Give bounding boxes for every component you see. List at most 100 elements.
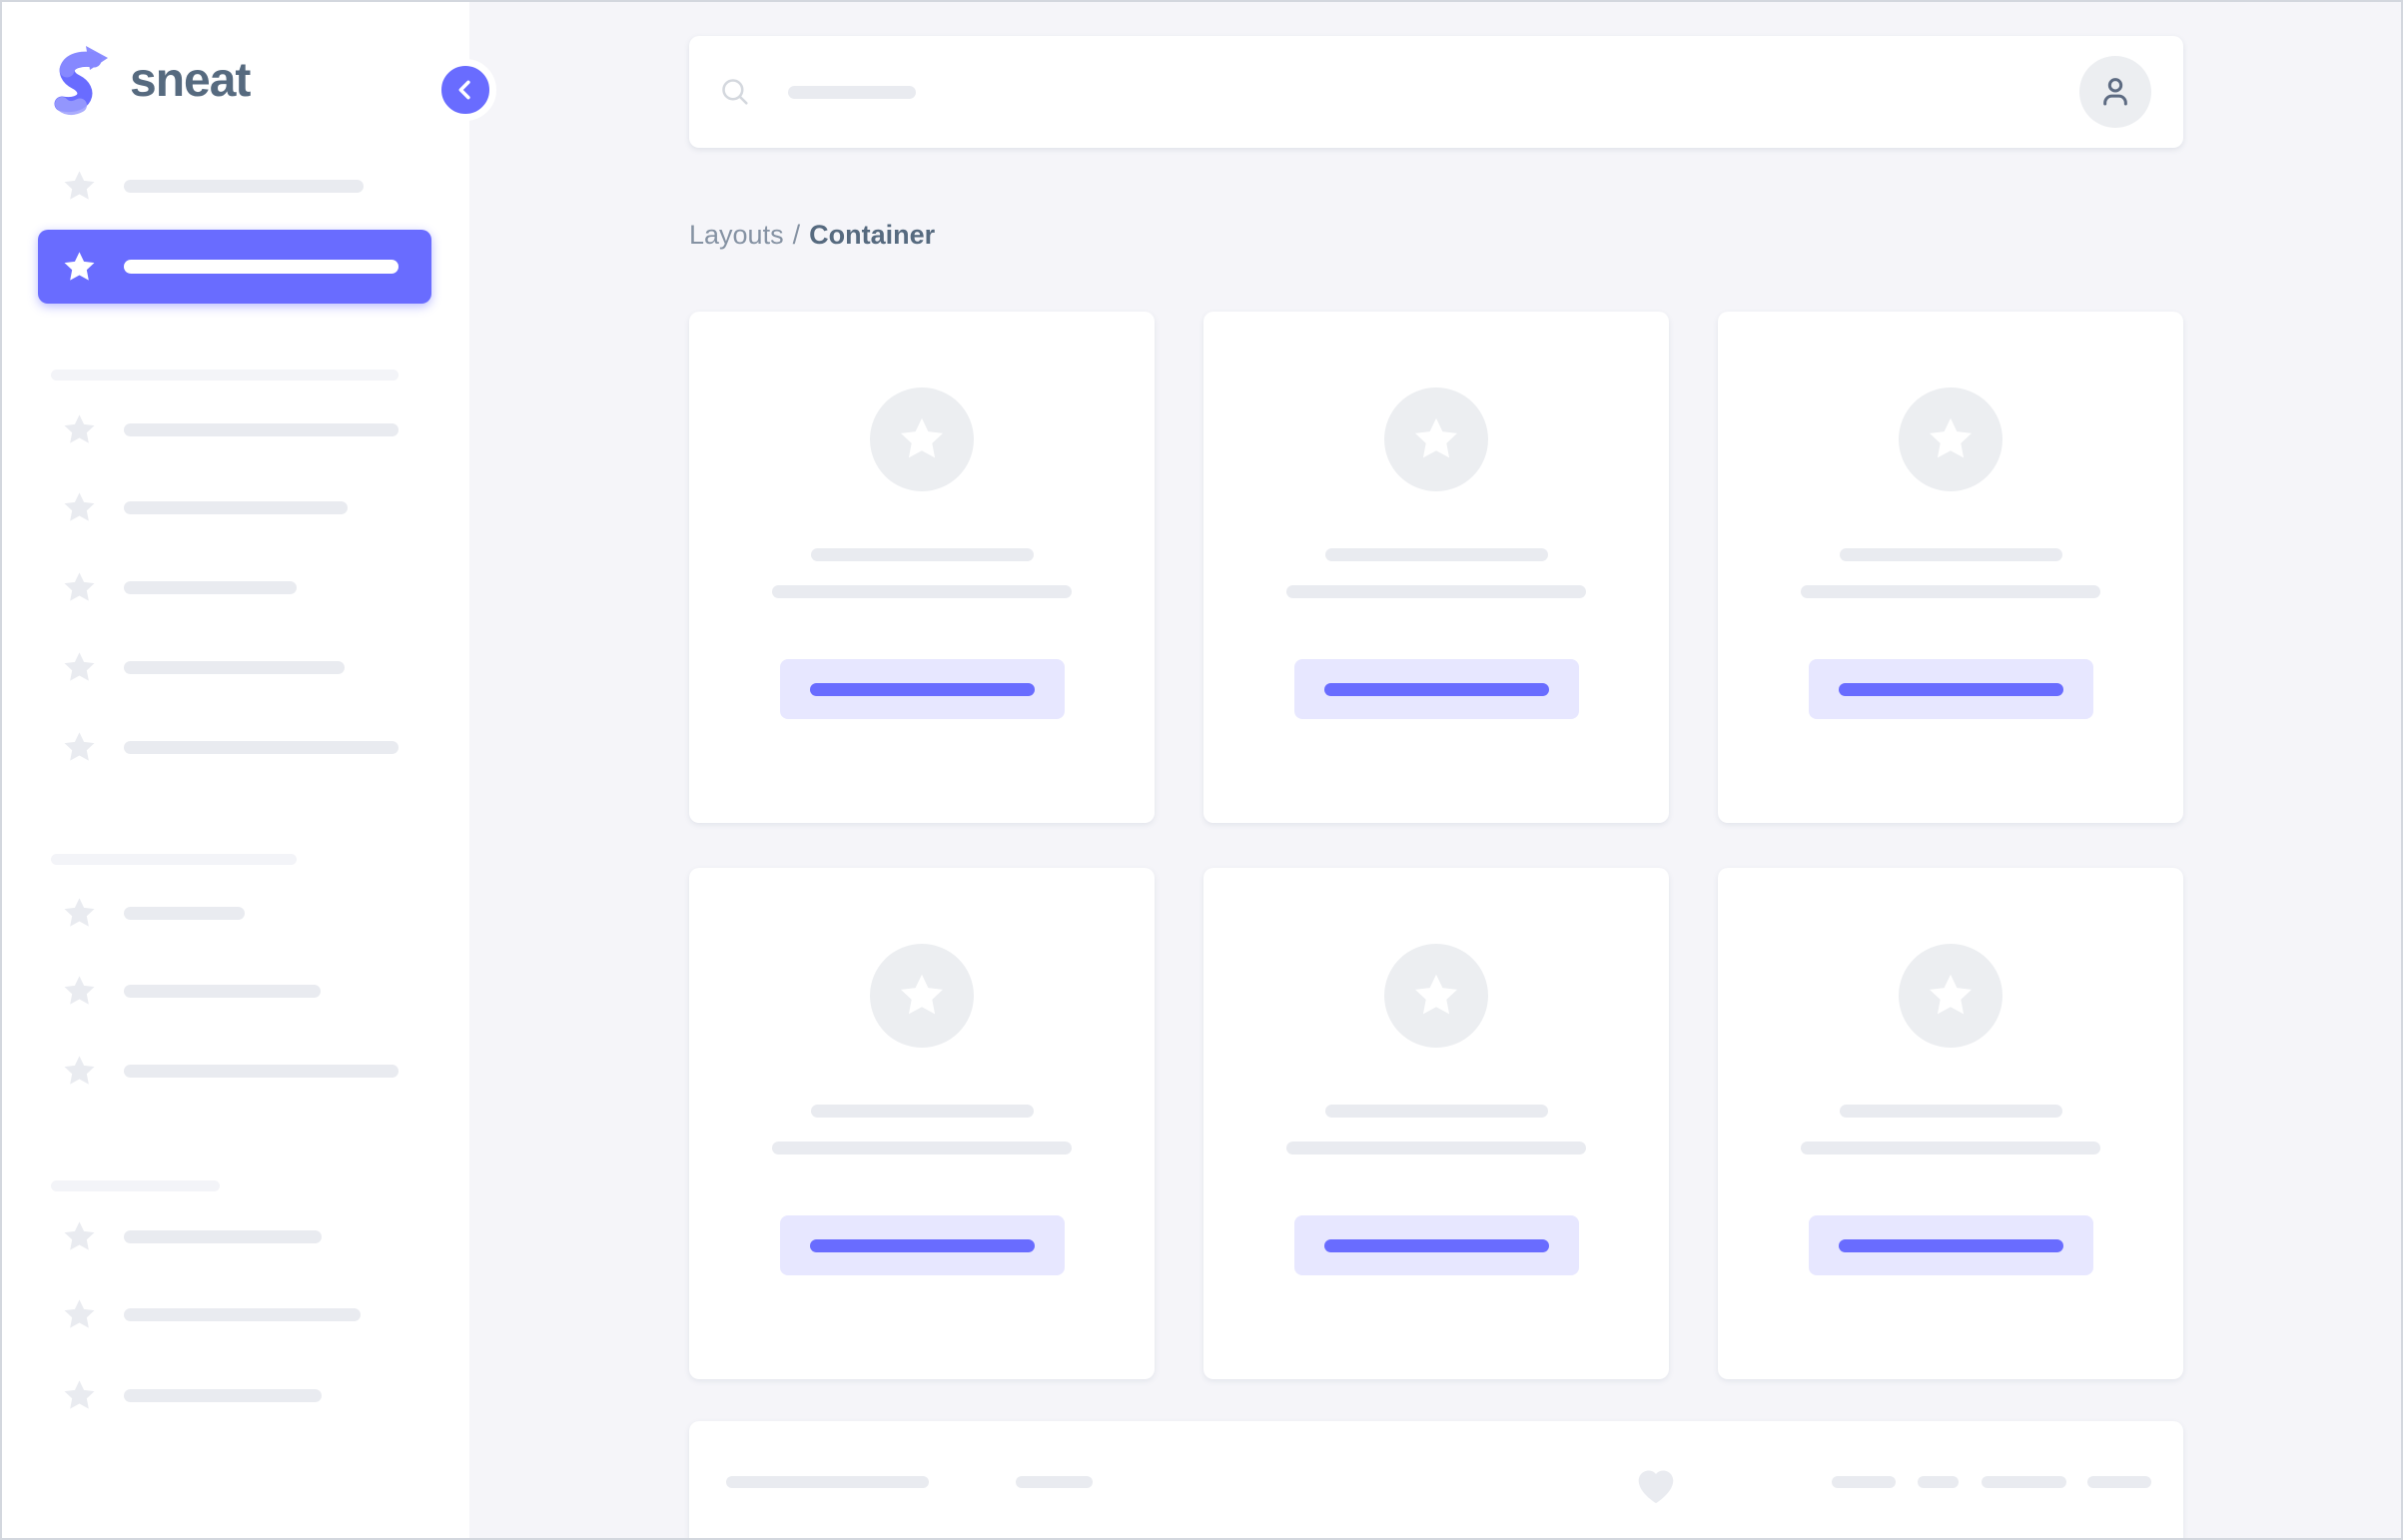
sidebar-menu-item[interactable] [61,1296,361,1333]
pagination-pill-skeleton [1982,1476,2066,1488]
star-icon [61,411,98,448]
card-title-skeleton [1839,1105,2062,1118]
placeholder-card [1718,312,2183,823]
menu-label-skeleton [124,907,245,920]
menu-label-skeleton [124,741,399,754]
menu-label-skeleton [124,1308,361,1321]
sidebar-menu-item-active[interactable] [38,230,431,304]
sidebar-menu-item[interactable] [61,1218,322,1255]
card-text-skeleton [1801,585,2100,598]
button-label-skeleton [1838,1238,2063,1252]
sidebar-menu-item[interactable] [61,895,245,932]
card-text-skeleton [1286,1142,1586,1155]
pagination-pill-skeleton [2087,1476,2151,1488]
star-icon [1410,970,1462,1022]
card-title-skeleton [1324,1105,1548,1118]
card-avatar [1384,387,1488,491]
button-label-skeleton [1323,682,1549,696]
app-title: sneat [130,53,251,107]
star-icon [61,1377,98,1414]
sidebar-menu-item[interactable] [61,411,399,448]
card-avatar [870,387,974,491]
breadcrumb-current: Container [809,220,936,250]
menu-label-skeleton [124,985,321,998]
menu-label-skeleton [124,260,399,274]
card-action-button[interactable] [779,1215,1065,1275]
breadcrumb-parent[interactable]: Layouts [689,220,784,250]
card-action-button[interactable] [779,659,1065,719]
heart-icon [1633,1465,1679,1505]
menu-section-divider [51,854,297,865]
card-text-skeleton [772,1142,1072,1155]
menu-section-divider [51,370,399,381]
menu-label-skeleton [124,1065,399,1078]
pagination-pill-skeleton [1918,1476,1959,1488]
sneat-logo-icon [54,46,108,116]
bottom-card-text-skeleton [726,1476,929,1488]
card-action-button[interactable] [1808,1215,2093,1275]
bottom-card [689,1421,2183,1538]
button-label-skeleton [809,1238,1035,1252]
card-text-skeleton [772,585,1072,598]
star-icon [61,489,98,526]
card-action-button[interactable] [1293,1215,1579,1275]
button-label-skeleton [1838,682,2063,696]
menu-label-skeleton [124,581,297,594]
star-icon [61,973,98,1010]
placeholder-card [1203,868,1669,1379]
search-placeholder-skeleton [788,85,916,99]
sidebar-menu-item[interactable] [61,569,297,606]
search-icon [722,79,748,105]
star-icon [1925,413,1977,465]
card-title-skeleton [810,1105,1034,1118]
card-avatar [870,944,974,1048]
sidebar-menu-item[interactable] [61,1377,322,1414]
person-icon [2103,78,2127,106]
button-label-skeleton [809,682,1035,696]
star-icon [1410,413,1462,465]
card-action-button[interactable] [1808,659,2093,719]
placeholder-card [689,312,1155,823]
card-title-skeleton [1324,548,1548,561]
bottom-card-text-skeleton [1016,1476,1093,1488]
star-icon [61,249,98,286]
sidebar-collapse-button[interactable] [434,59,496,121]
menu-label-skeleton [124,1389,322,1402]
star-icon [61,569,98,606]
card-text-skeleton [1286,585,1586,598]
card-text-skeleton [1801,1142,2100,1155]
card-avatar [1384,944,1488,1048]
card-title-skeleton [810,548,1034,561]
brand[interactable]: sneat [48,44,251,116]
breadcrumb: Layouts / Container [689,220,935,251]
search-bar[interactable] [689,36,2183,148]
pagination-pill-skeleton [1832,1476,1896,1488]
sidebar-menu-item[interactable] [61,973,321,1010]
star-icon [896,413,948,465]
breadcrumb-separator: / [792,220,801,250]
button-label-skeleton [1323,1238,1549,1252]
menu-label-skeleton [124,423,399,436]
sidebar-menu-item[interactable] [61,489,348,526]
sidebar-menu-item[interactable] [61,649,345,686]
star-icon [61,168,98,205]
star-icon [61,1296,98,1333]
star-icon [61,1053,98,1090]
card-avatar [1899,944,2002,1048]
sidebar-menu-item[interactable] [61,1053,399,1090]
card-title-skeleton [1839,548,2062,561]
card-avatar [1899,387,2002,491]
chevron-left-icon [458,80,470,100]
star-icon [61,1218,98,1255]
star-icon [61,895,98,932]
placeholder-card [689,868,1155,1379]
card-action-button[interactable] [1293,659,1579,719]
placeholder-card [1203,312,1669,823]
sidebar-menu-item[interactable] [61,168,364,205]
star-icon [61,729,98,766]
user-avatar-button[interactable] [2079,56,2151,128]
menu-label-skeleton [124,180,364,193]
star-icon [1925,970,1977,1022]
sidebar-menu-item[interactable] [61,729,399,766]
star-icon [61,649,98,686]
